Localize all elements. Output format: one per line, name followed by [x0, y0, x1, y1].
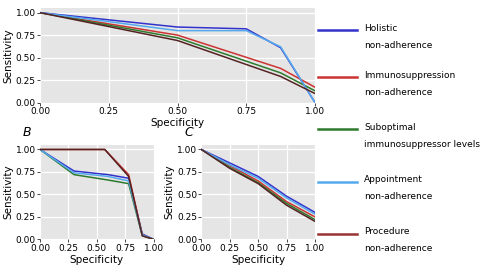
Text: C: C	[184, 126, 193, 139]
Text: Immunosuppression: Immunosuppression	[364, 71, 456, 80]
X-axis label: Specificity: Specificity	[150, 119, 204, 128]
Text: Suboptimal: Suboptimal	[364, 123, 416, 132]
Text: Procedure: Procedure	[364, 227, 410, 236]
X-axis label: Specificity: Specificity	[70, 255, 124, 265]
Y-axis label: Sensitivity: Sensitivity	[3, 28, 13, 83]
Text: Holistic: Holistic	[364, 24, 398, 33]
Text: non-adherence: non-adherence	[364, 192, 432, 201]
Text: B: B	[23, 126, 32, 139]
X-axis label: Specificity: Specificity	[231, 255, 285, 265]
Y-axis label: Sensitivity: Sensitivity	[164, 165, 174, 220]
Text: A: A	[0, 0, 7, 2]
Text: non-adherence: non-adherence	[364, 41, 432, 50]
Text: non-adherence: non-adherence	[364, 244, 432, 253]
Y-axis label: Sensitivity: Sensitivity	[3, 165, 13, 220]
Text: immunosuppressor levels: immunosuppressor levels	[364, 140, 480, 149]
Text: non-adherence: non-adherence	[364, 88, 432, 97]
Text: Appointment: Appointment	[364, 175, 423, 184]
